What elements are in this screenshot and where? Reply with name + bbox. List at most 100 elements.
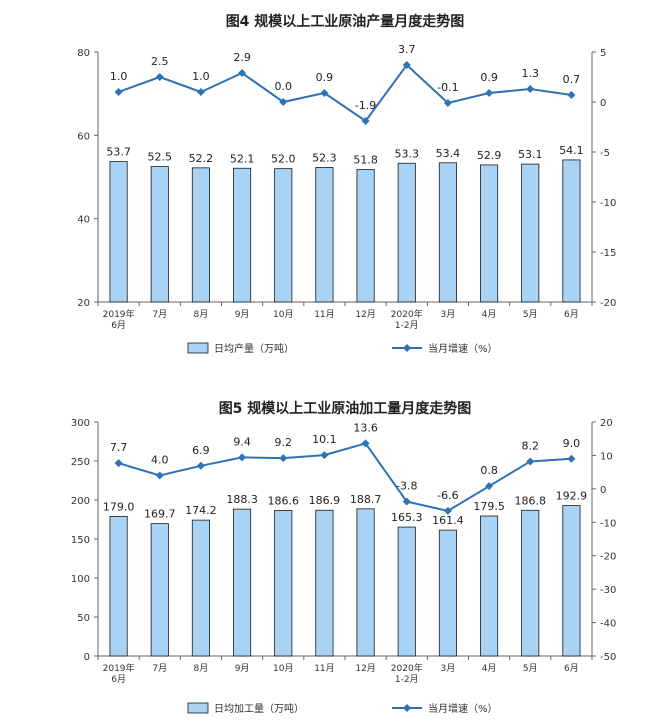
bar-value-label: 165.3 [391,511,423,524]
bar [397,526,416,657]
y-right-tick-label: -20 [600,298,616,309]
bar-value-label: 192.9 [556,490,588,503]
bar-value-label: 52.9 [477,149,502,162]
line-value-label: -6.6 [437,489,458,502]
line-value-label: 9.0 [563,437,581,450]
line-point [567,454,576,463]
y-left-tick-label: 300 [71,418,90,429]
line-value-label: 3.7 [398,43,416,56]
bar-value-label: 53.1 [518,148,543,161]
x-tick-label: 6月 [564,309,579,320]
line-point [320,451,329,460]
x-tick-label: 5月 [523,663,538,674]
bar-value-label: 179.0 [103,500,135,513]
x-tick-label: 6月 [111,320,126,331]
line-point [114,459,123,468]
bar [438,162,457,303]
bar [315,509,334,657]
y-right-tick-label: -50 [600,652,616,663]
line-value-label: 8.2 [522,439,540,452]
legend-bar-swatch [187,702,209,714]
y-right-tick-label: -5 [600,148,610,159]
x-tick-label: 8月 [194,309,209,320]
line-point [361,117,370,125]
line-value-label: 0.7 [563,73,581,86]
line-point [526,457,535,466]
legend-line-marker [403,704,411,712]
x-tick-label: 9月 [235,663,250,674]
bar [150,523,169,657]
bar-value-label: 161.4 [432,514,464,527]
y-left-tick-label: 150 [71,535,90,546]
chart-title: 图5 规模以上工业原油加工量月度走势图 [219,400,472,417]
line-value-label: -3.8 [396,480,417,493]
bar [150,166,169,303]
x-tick-label: 4月 [482,663,497,674]
line-point [320,89,329,97]
x-tick-label: 3月 [441,663,456,674]
bar [109,161,128,303]
bar [274,168,293,303]
bar-value-label: 52.5 [148,151,173,164]
line-point [526,85,535,93]
y-right-tick-label: -10 [600,198,616,209]
line-point [155,471,164,480]
legend-line-label: 当月增速（%） [428,342,498,355]
bar-value-label: 52.0 [271,153,296,166]
line-point [155,73,164,81]
line-value-label: 9.4 [233,435,251,448]
y-right-tick-label: 0 [600,485,606,496]
line-value-label: 9.2 [275,436,293,449]
x-tick-label: 7月 [152,309,167,320]
x-tick-label: 6月 [111,674,126,685]
line-value-label: 0.8 [480,464,498,477]
y-right-tick-label: -30 [600,585,616,596]
y-left-tick-label: 50 [77,613,90,624]
x-tick-label: 4月 [482,309,497,320]
bar-value-label: 179.5 [473,500,505,513]
x-tick-label: 12月 [355,309,375,320]
line-point [485,482,494,491]
growth-line [118,442,572,512]
x-tick-label: 3月 [441,309,456,320]
y-left-tick-label: 80 [77,48,90,59]
y-left-tick-label: 200 [71,496,90,507]
growth-line [118,63,572,123]
y-left-tick-label: 250 [71,457,90,468]
x-tick-label: 8月 [194,663,209,674]
chart-title: 图4 规模以上工业原油产量月度走势图 [226,13,465,30]
line-point [443,99,452,107]
bar [562,159,581,303]
line-value-label: -1.9 [355,99,376,112]
line-value-label: 1.0 [192,70,210,83]
line-value-label: -0.1 [437,81,458,94]
line-point [238,453,247,462]
line-point [114,88,123,96]
line-point [485,89,494,97]
x-tick-label: 1-2月 [395,674,419,685]
line-point [402,61,411,69]
line-point [196,461,205,470]
bar [397,162,416,303]
bar [521,509,540,657]
line-value-label: 4.0 [151,453,169,466]
bar [315,167,334,303]
bar-value-label: 186.8 [515,494,547,507]
line-point [196,88,205,96]
y-left-tick-label: 20 [77,298,90,309]
y-right-tick-label: -10 [600,518,616,529]
line-value-label: 13.6 [353,421,378,434]
x-tick-label: 9月 [235,309,250,320]
bar-value-label: 53.4 [436,147,461,160]
line-value-label: 2.9 [233,51,251,64]
line-point [402,497,411,506]
legend-line-label: 当月增速（%） [428,702,498,715]
bar [109,515,128,657]
line-value-label: 1.0 [110,70,128,83]
x-tick-label: 2020年 [391,662,423,674]
x-tick-label: 7月 [152,663,167,674]
line-value-label: 2.5 [151,55,169,68]
y-right-tick-label: 20 [600,418,613,429]
bar-value-label: 53.3 [395,147,420,160]
bar [356,169,375,303]
